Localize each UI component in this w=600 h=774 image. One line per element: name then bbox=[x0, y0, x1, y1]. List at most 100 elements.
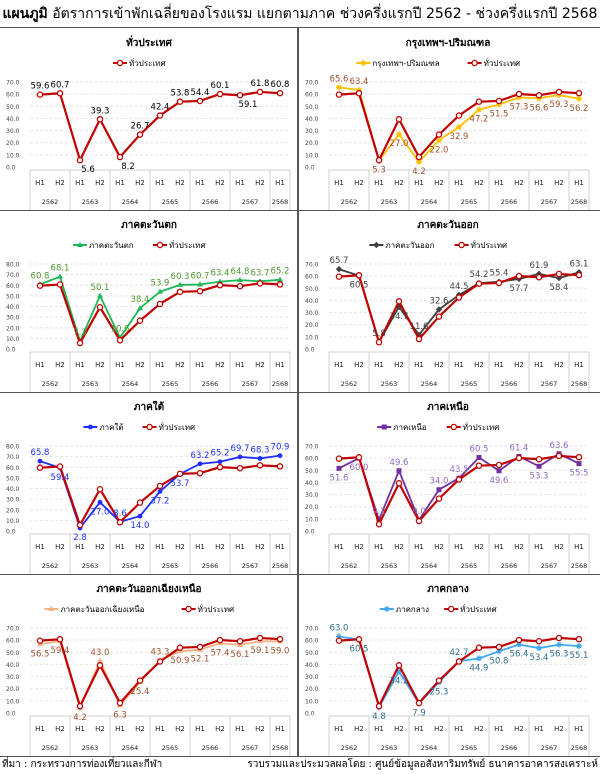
data-point bbox=[216, 90, 224, 98]
data-point bbox=[375, 156, 383, 164]
data-label: 32.9 bbox=[450, 132, 469, 142]
legend-label: ทั่วประเทศ bbox=[484, 57, 521, 68]
data-point bbox=[475, 280, 483, 287]
data-point bbox=[555, 88, 563, 96]
data-label: 34.2 bbox=[390, 676, 409, 686]
data-point bbox=[356, 87, 362, 94]
y-tick-label: 30.0 bbox=[305, 492, 319, 499]
data-label: 52.1 bbox=[191, 655, 210, 665]
x-tick-half: H1 bbox=[574, 179, 584, 187]
data-label: 27.0 bbox=[91, 507, 110, 517]
data-label: 60.3 bbox=[171, 272, 190, 282]
x-tick-half: H1 bbox=[235, 543, 245, 551]
data-label: 58.4 bbox=[550, 283, 569, 293]
data-point bbox=[336, 633, 342, 640]
data-label: 22.0 bbox=[430, 145, 449, 155]
x-tick-half: H1 bbox=[275, 725, 285, 733]
x-tick-year: 2565 bbox=[461, 380, 478, 388]
data-point bbox=[216, 281, 224, 289]
data-point bbox=[355, 272, 363, 279]
data-label: 63.7 bbox=[251, 268, 270, 278]
data-point bbox=[395, 480, 403, 487]
x-tick-year: 2564 bbox=[122, 380, 139, 388]
data-label: 59.1 bbox=[251, 646, 270, 656]
legend-label: ภาคกลาง bbox=[396, 605, 429, 614]
x-tick-half: H1 bbox=[574, 543, 584, 551]
source-note: ที่มา : กระทรวงการท่องเที่ยวและกีฬา bbox=[2, 759, 163, 770]
x-tick-half: H1 bbox=[574, 361, 584, 369]
chart-title: ภาคใต้ bbox=[134, 400, 164, 413]
data-point bbox=[455, 294, 463, 301]
data-point bbox=[136, 131, 144, 138]
data-point bbox=[395, 303, 403, 311]
legend-label: ภาคเหนือ bbox=[393, 423, 427, 432]
y-tick-label: 40.0 bbox=[305, 116, 319, 123]
x-tick-half: H2 bbox=[514, 361, 524, 369]
data-point bbox=[576, 643, 582, 650]
data-label: 7.3 bbox=[73, 328, 87, 338]
x-tick-half: H2 bbox=[175, 361, 185, 369]
chart-svg: ภาคตะวันตก 0.0 10.0 20.0 30.0 40.0 50.0 60.0 70.… bbox=[6, 219, 291, 392]
data-label: 10.6 bbox=[111, 325, 130, 335]
data-point bbox=[415, 331, 423, 339]
x-tick-year: 2568 bbox=[571, 744, 588, 752]
x-tick-half: H1 bbox=[195, 179, 205, 187]
data-point bbox=[76, 702, 84, 710]
x-tick-half: H2 bbox=[175, 179, 185, 187]
x-tick-half: H1 bbox=[534, 179, 544, 187]
legend-marker-icon bbox=[156, 241, 164, 249]
legend-label: ภาคตะวันตก bbox=[89, 241, 134, 250]
legend-marker-icon bbox=[185, 605, 192, 613]
x-tick-year: 2563 bbox=[381, 562, 398, 570]
legend: ภาคตะวันออก ทั่วประเทศ bbox=[369, 239, 507, 250]
data-label: 56.5 bbox=[31, 649, 50, 659]
data-point bbox=[257, 456, 263, 461]
y-tick-label: 60.0 bbox=[6, 283, 20, 290]
data-label: 63.2 bbox=[191, 451, 210, 461]
data-point bbox=[156, 482, 164, 490]
series-1 bbox=[36, 634, 284, 710]
legend: ภาคตะวันตก ทั่วประเทศ bbox=[73, 239, 206, 250]
chart-north: ภาคเหนือ 0.0 10.0 20.0 30.0 40.0 50.0 60.0 70.0 H… bbox=[299, 392, 599, 574]
data-label: 53.3 bbox=[530, 471, 549, 481]
series-line bbox=[39, 464, 281, 528]
legend-label: ภาคใต้ bbox=[99, 423, 123, 432]
data-point bbox=[256, 280, 264, 287]
series-1 bbox=[335, 88, 583, 164]
x-tick-half: H2 bbox=[255, 361, 265, 369]
data-point bbox=[535, 637, 543, 645]
x-tick-half: H1 bbox=[494, 179, 504, 187]
x-tick-half: H1 bbox=[115, 361, 125, 369]
x-tick-half: H1 bbox=[494, 725, 504, 733]
x-tick-half: H2 bbox=[95, 361, 105, 369]
data-label: 8.6 bbox=[113, 509, 127, 519]
data-point bbox=[136, 317, 144, 324]
y-tick-label: 0.0 bbox=[305, 165, 315, 172]
data-label: 55.5 bbox=[570, 469, 589, 479]
data-point bbox=[335, 273, 343, 280]
data-label: 59.1 bbox=[239, 100, 258, 110]
x-tick-half: H2 bbox=[394, 725, 404, 733]
x-tick-year: 2563 bbox=[82, 380, 99, 388]
data-point bbox=[56, 463, 64, 470]
x-tick-half: H2 bbox=[354, 179, 364, 187]
data-point bbox=[355, 90, 363, 97]
y-tick-label: 20.0 bbox=[6, 507, 20, 514]
chart-title: ภาคเหนือ bbox=[427, 401, 469, 413]
data-point bbox=[236, 464, 244, 472]
x-tick-half: H2 bbox=[135, 725, 145, 733]
data-point bbox=[176, 644, 184, 651]
x-tick-year: 2568 bbox=[571, 198, 588, 206]
data-point bbox=[455, 112, 463, 119]
series-1 bbox=[335, 452, 583, 528]
data-point bbox=[196, 97, 204, 105]
data-label: 57.3 bbox=[510, 102, 529, 112]
data-label: 25.4 bbox=[131, 687, 150, 697]
data-point bbox=[375, 702, 383, 710]
legend-marker-icon bbox=[381, 424, 387, 430]
legend: ภาคตะวันออกเฉียงเหนือ ทั่วประเทศ bbox=[44, 603, 234, 614]
x-tick-year: 2564 bbox=[421, 380, 438, 388]
data-point bbox=[137, 513, 143, 519]
data-point bbox=[217, 459, 223, 465]
y-tick-label: 70.0 bbox=[6, 454, 20, 461]
